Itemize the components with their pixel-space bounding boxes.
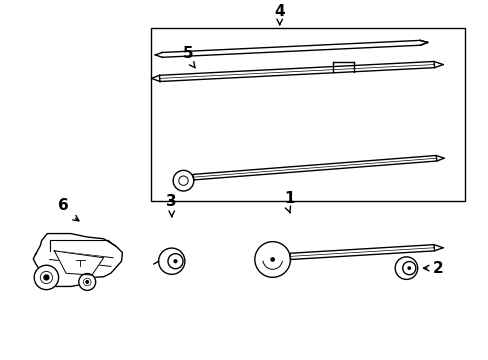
- Text: 6: 6: [58, 198, 69, 213]
- Text: 2: 2: [431, 261, 442, 276]
- Ellipse shape: [158, 248, 184, 274]
- Ellipse shape: [174, 260, 177, 263]
- Polygon shape: [33, 234, 122, 287]
- Ellipse shape: [79, 274, 96, 291]
- Ellipse shape: [407, 267, 409, 269]
- Bar: [150, 28, 464, 201]
- Polygon shape: [159, 62, 434, 81]
- Ellipse shape: [402, 262, 415, 275]
- Ellipse shape: [254, 242, 290, 277]
- Ellipse shape: [168, 254, 183, 269]
- Ellipse shape: [44, 275, 49, 280]
- Polygon shape: [54, 251, 103, 275]
- Ellipse shape: [173, 170, 193, 191]
- Ellipse shape: [394, 257, 417, 279]
- Text: 1: 1: [283, 191, 294, 206]
- Text: 5: 5: [183, 46, 193, 61]
- Ellipse shape: [34, 265, 59, 290]
- Text: 4: 4: [274, 4, 285, 19]
- Text: 3: 3: [166, 194, 177, 210]
- Ellipse shape: [86, 281, 88, 283]
- Polygon shape: [289, 245, 434, 260]
- Polygon shape: [193, 156, 436, 180]
- Ellipse shape: [270, 258, 274, 261]
